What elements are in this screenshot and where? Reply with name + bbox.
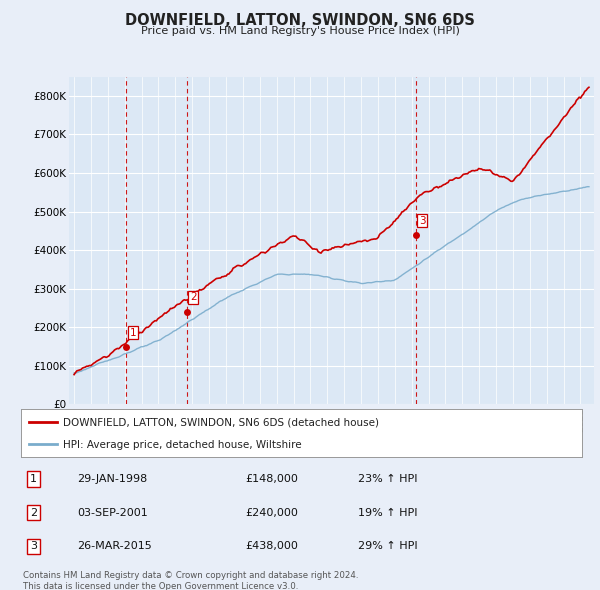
Text: DOWNFIELD, LATTON, SWINDON, SN6 6DS: DOWNFIELD, LATTON, SWINDON, SN6 6DS [125, 13, 475, 28]
Text: Price paid vs. HM Land Registry's House Price Index (HPI): Price paid vs. HM Land Registry's House … [140, 26, 460, 36]
Text: 1: 1 [130, 327, 136, 337]
Text: 2: 2 [190, 292, 197, 302]
Text: 29% ↑ HPI: 29% ↑ HPI [358, 542, 417, 552]
Text: HPI: Average price, detached house, Wiltshire: HPI: Average price, detached house, Wilt… [63, 440, 302, 450]
Text: 23% ↑ HPI: 23% ↑ HPI [358, 474, 417, 484]
Text: £148,000: £148,000 [245, 474, 298, 484]
Text: DOWNFIELD, LATTON, SWINDON, SN6 6DS (detached house): DOWNFIELD, LATTON, SWINDON, SN6 6DS (det… [63, 417, 379, 427]
Text: 26-MAR-2015: 26-MAR-2015 [77, 542, 152, 552]
Text: 19% ↑ HPI: 19% ↑ HPI [358, 507, 417, 517]
Text: 3: 3 [30, 542, 37, 552]
Text: 29-JAN-1998: 29-JAN-1998 [77, 474, 148, 484]
Text: £240,000: £240,000 [245, 507, 298, 517]
Text: Contains HM Land Registry data © Crown copyright and database right 2024.
This d: Contains HM Land Registry data © Crown c… [23, 571, 358, 590]
Text: 2: 2 [30, 507, 37, 517]
Text: 3: 3 [419, 216, 425, 226]
Text: 03-SEP-2001: 03-SEP-2001 [77, 507, 148, 517]
Text: 1: 1 [30, 474, 37, 484]
Text: £438,000: £438,000 [245, 542, 298, 552]
